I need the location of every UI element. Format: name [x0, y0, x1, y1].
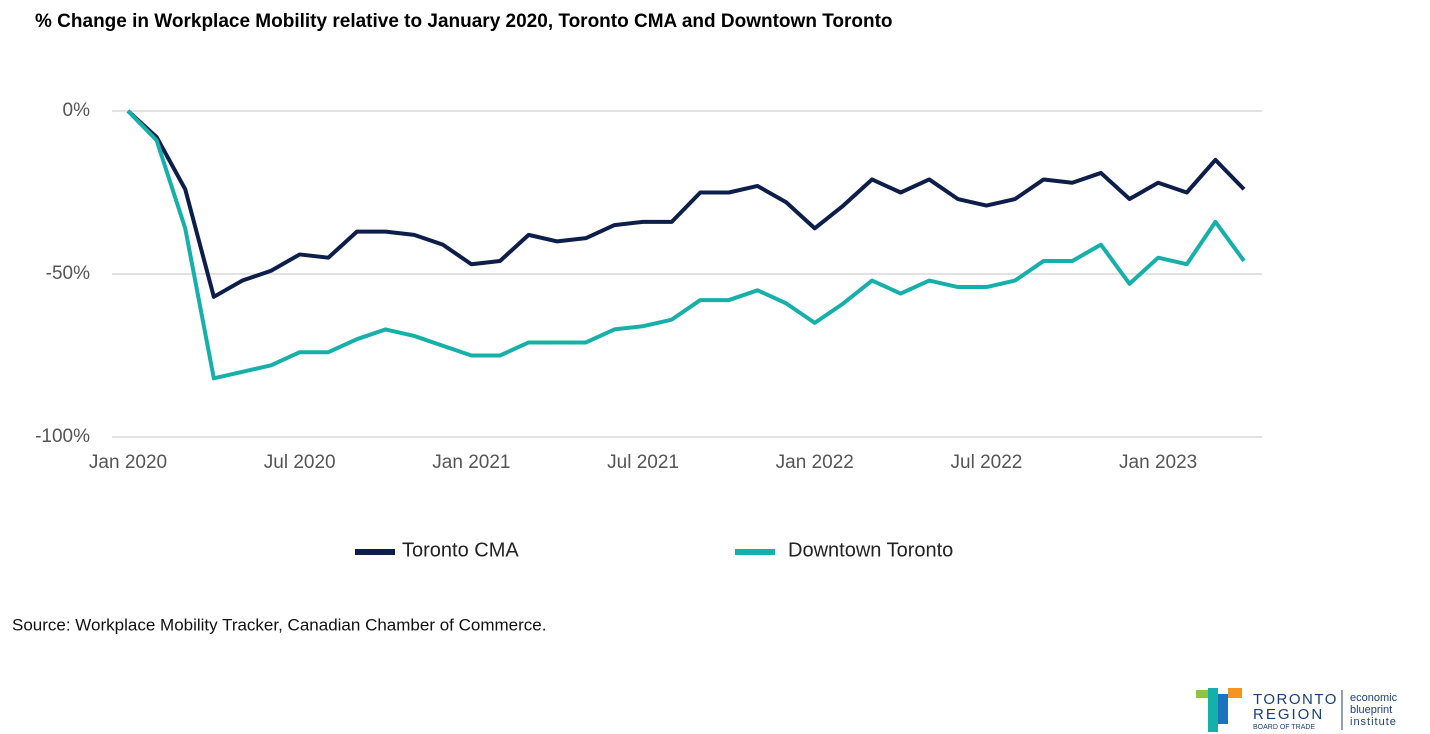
series-line	[126, 109, 1246, 299]
x-tick-label: Jan 2021	[432, 452, 510, 473]
logo-icon	[1196, 690, 1208, 698]
chart-title: % Change in Workplace Mobility relative …	[35, 11, 893, 32]
y-tick-label: -100%	[35, 426, 90, 447]
logo-text: TORONTO	[1253, 691, 1338, 708]
logo: TORONTO REGION BOARD OF TRADE economic b…	[1196, 688, 1398, 732]
x-tick-label: Jan 2020	[89, 452, 167, 473]
y-tick-label: 0%	[63, 100, 91, 121]
x-tick-label: Jul 2021	[607, 452, 679, 473]
x-tick-label: Jul 2022	[951, 452, 1023, 473]
logo-text: blueprint	[1350, 704, 1392, 716]
logo-icon	[1218, 694, 1228, 724]
x-tick-label: Jan 2023	[1119, 452, 1197, 473]
logo-text: economic	[1350, 692, 1398, 704]
logo-text: BOARD OF TRADE	[1253, 724, 1315, 731]
logo-text: institute	[1350, 716, 1397, 728]
logo-text: REGION	[1253, 706, 1324, 723]
x-tick-label: Jan 2022	[776, 452, 854, 473]
source-note: Source: Workplace Mobility Tracker, Cana…	[12, 615, 546, 634]
legend-label: Toronto CMA	[402, 539, 519, 561]
legend-label: Downtown Toronto	[788, 539, 953, 561]
x-tick-label: Jul 2020	[264, 452, 336, 473]
y-tick-label: -50%	[46, 263, 90, 284]
logo-icon	[1208, 688, 1218, 732]
series-line	[126, 109, 1246, 381]
logo-icon	[1228, 688, 1242, 698]
